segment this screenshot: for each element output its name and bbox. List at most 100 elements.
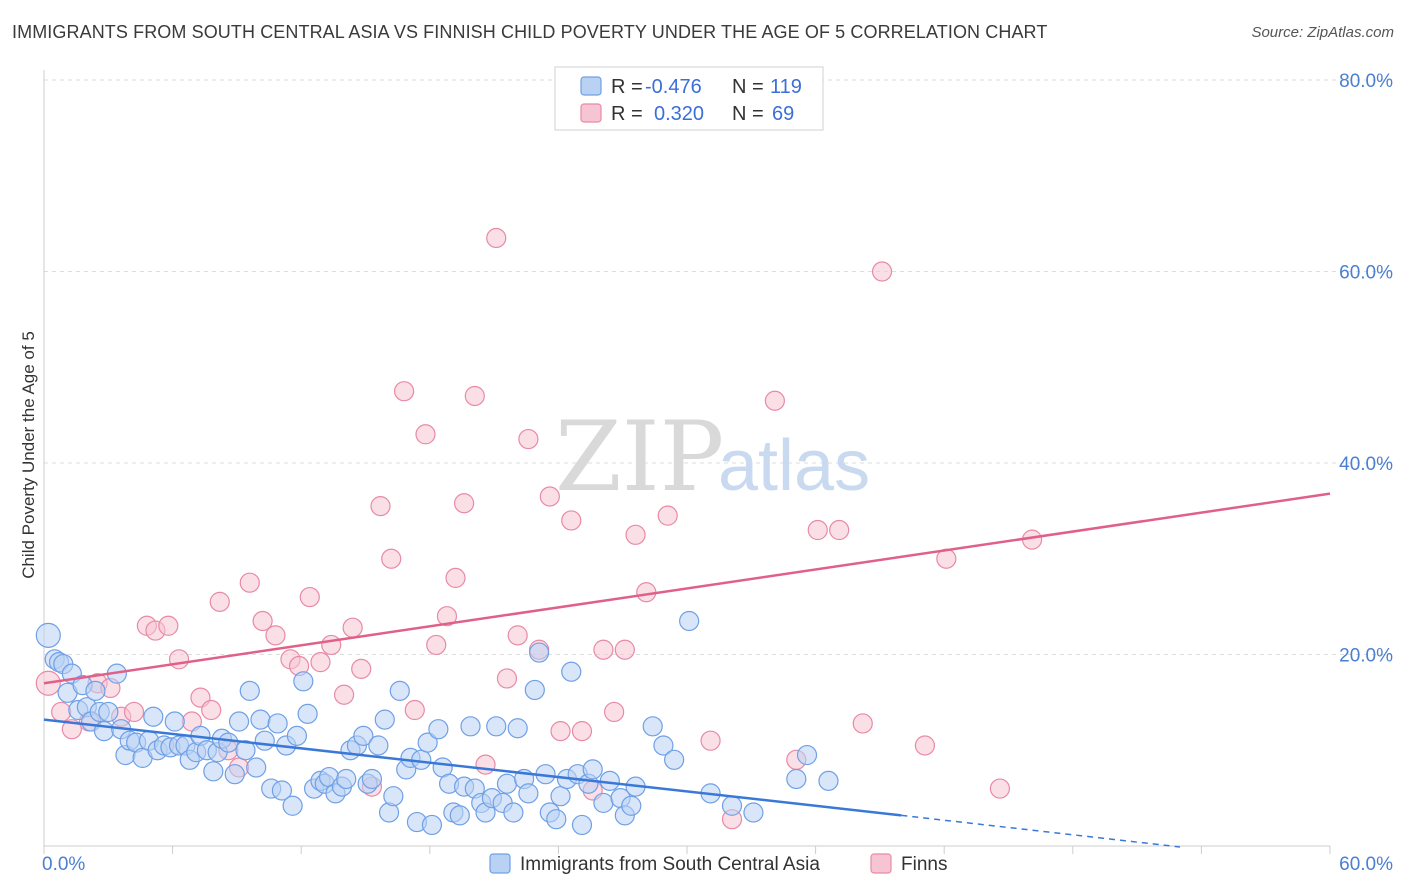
finns-point bbox=[550, 720, 571, 742]
immigrants-point bbox=[507, 718, 528, 739]
immigrants-trend-line bbox=[43, 718, 902, 817]
immigrants-point bbox=[203, 761, 224, 782]
immigrants-point bbox=[449, 805, 470, 826]
finns-point bbox=[393, 381, 415, 402]
source-label: Source: ZipAtlas.com bbox=[1251, 24, 1394, 41]
finns-point bbox=[381, 548, 402, 569]
finns-point bbox=[486, 227, 507, 249]
finns-point bbox=[561, 510, 582, 531]
immigrants-point bbox=[361, 768, 383, 790]
y-tick-label: 80.0% bbox=[1339, 71, 1393, 92]
finns-point bbox=[333, 684, 355, 705]
immigrants-point bbox=[239, 680, 260, 701]
immigrants-point bbox=[235, 740, 256, 761]
finns-point bbox=[158, 615, 179, 636]
finns-point bbox=[852, 713, 873, 734]
immigrants-point bbox=[293, 671, 314, 692]
chart-title: IMMIGRANTS FROM SOUTH CENTRAL ASIA VS FI… bbox=[12, 22, 1048, 42]
watermark: ZIP atlas bbox=[555, 401, 870, 513]
immigrants-point bbox=[571, 814, 593, 836]
finns-point bbox=[625, 524, 646, 545]
immigrants-point bbox=[35, 622, 61, 648]
immigrants-point bbox=[503, 802, 524, 823]
finns-point bbox=[342, 617, 363, 638]
immigrants-point bbox=[818, 770, 839, 791]
axes bbox=[43, 70, 1331, 854]
immigrants-point bbox=[653, 735, 674, 756]
finns-point bbox=[464, 385, 485, 407]
immigrants-point bbox=[561, 661, 582, 682]
finns-point bbox=[209, 591, 230, 612]
finns-point bbox=[239, 572, 260, 593]
immigrants-point bbox=[550, 786, 571, 807]
immigrants-point bbox=[383, 786, 404, 807]
immigrants-point bbox=[85, 680, 106, 701]
y-tick-label: 60.0% bbox=[1339, 263, 1393, 284]
immigrants-point bbox=[524, 679, 545, 701]
immigrants-point bbox=[228, 711, 250, 732]
immigrants-point bbox=[664, 749, 685, 770]
immigrants-point bbox=[546, 809, 567, 830]
immigrants-point bbox=[721, 795, 743, 816]
immigrants-point bbox=[254, 730, 275, 751]
finns-point bbox=[426, 634, 447, 656]
finns-point bbox=[807, 519, 828, 541]
trend-lines bbox=[43, 492, 1331, 848]
finns-point bbox=[123, 701, 145, 723]
finns-point bbox=[252, 610, 273, 632]
immigrants-point bbox=[496, 773, 518, 794]
finns-trend-line bbox=[43, 492, 1331, 685]
finns-point bbox=[453, 493, 475, 514]
y-tick-labels: 20.0% 40.0% 60.0% 80.0% bbox=[1339, 71, 1393, 667]
finns-point bbox=[299, 586, 320, 608]
immigrants-point bbox=[246, 757, 267, 778]
legend-r-value-2: 0.320 bbox=[654, 103, 704, 125]
finns-point bbox=[496, 668, 518, 689]
immigrants-point bbox=[224, 764, 245, 785]
immigrants-point bbox=[642, 716, 663, 737]
bottom-legend-label-finns: Finns bbox=[901, 854, 947, 875]
finns-point bbox=[370, 495, 391, 517]
finns-point bbox=[404, 699, 425, 721]
legend-swatch-pink bbox=[580, 103, 602, 123]
x-tick-label-min: 0.0% bbox=[42, 854, 85, 875]
finns-point bbox=[764, 390, 785, 411]
immigrants-point bbox=[297, 703, 318, 724]
immigrants-point bbox=[486, 716, 507, 737]
legend-n-value-2: 69 bbox=[772, 103, 794, 125]
bottom-legend-swatch-blue bbox=[489, 853, 511, 874]
legend-n-value-1: 119 bbox=[770, 76, 802, 98]
immigrants-point bbox=[417, 732, 438, 753]
y-axis-label: Child Poverty Under the Age of 5 bbox=[19, 331, 38, 579]
finns-point bbox=[914, 735, 936, 756]
gridlines bbox=[44, 79, 1392, 655]
finns-point bbox=[871, 261, 893, 282]
immigrants-points bbox=[35, 610, 839, 836]
immigrants-point bbox=[593, 792, 614, 814]
immigrants-point bbox=[518, 783, 539, 804]
immigrants-point bbox=[267, 713, 288, 734]
legend-n-label-1: N = bbox=[732, 76, 764, 98]
immigrants-point bbox=[582, 759, 603, 780]
series-legend: Immigrants from South Central Asia Finns bbox=[489, 853, 947, 875]
immigrants-point bbox=[143, 706, 164, 727]
finns-point bbox=[657, 505, 678, 526]
finns-point bbox=[989, 778, 1011, 799]
legend-r-label-1: R = bbox=[611, 76, 643, 98]
finns-points bbox=[35, 227, 1043, 830]
immigrants-point bbox=[529, 642, 550, 663]
finns-point bbox=[168, 649, 190, 670]
immigrants-point bbox=[286, 725, 308, 746]
immigrants-point bbox=[428, 719, 449, 740]
immigrants-point bbox=[282, 795, 303, 816]
immigrants-point bbox=[621, 795, 642, 816]
correlation-legend: R = -0.476 N = 119 R = 0.320 N = 69 bbox=[554, 66, 824, 131]
immigrants-point bbox=[368, 735, 389, 756]
bottom-legend-swatch-pink bbox=[870, 853, 892, 874]
immigrants-point bbox=[98, 701, 119, 723]
finns-point bbox=[829, 519, 850, 541]
finns-point bbox=[51, 701, 72, 723]
immigrants-point bbox=[796, 744, 818, 766]
watermark-zip: ZIP bbox=[555, 401, 724, 513]
immigrants-point bbox=[164, 711, 185, 732]
